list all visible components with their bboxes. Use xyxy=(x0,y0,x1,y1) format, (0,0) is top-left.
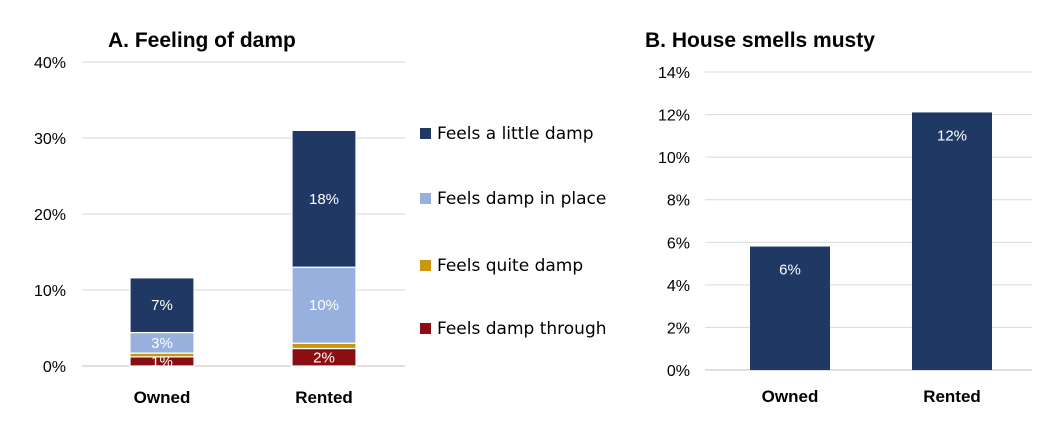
panel-a-legend-swatch-feels-quite-damp xyxy=(420,260,431,271)
panel-b-title: B. House smells musty xyxy=(645,29,875,52)
panel-a-legend-label-feels-damp-through: Feels damp through xyxy=(437,319,607,339)
panel-a-bar-owned-feels-a-little-damp xyxy=(129,277,195,334)
panel-b-x-axis: Owned Rented xyxy=(762,387,981,406)
panel-a-data-label-owned-feels-damp-in-place: 3% xyxy=(151,335,173,352)
panel-a-legend: Feels a little damp Feels damp in place Fe… xyxy=(420,124,607,339)
panel-a-data-label-rented-feels-damp-in-place: 10% xyxy=(309,297,339,314)
panel-b-house-smells-musty: B. House smells musty 0% 2% 4% 6% 8% 10% 12% 14… xyxy=(645,29,1032,406)
panel-a-legend-label-feels-a-little-damp: Feels a little damp xyxy=(437,124,594,144)
panel-b-category-owned: Owned xyxy=(762,387,819,406)
panel-a-data-label-owned-feels-a-little-damp: 7% xyxy=(151,297,173,314)
panel-b-category-rented: Rented xyxy=(923,387,981,406)
panel-b-y-tick-10: 10% xyxy=(658,150,690,167)
panel-b-y-tick-0: 0% xyxy=(667,363,690,380)
panel-a-feeling-of-damp: A. Feeling of damp 0% 10% 20% 30% 40% 1%3% 7%… xyxy=(34,29,607,407)
panel-a-y-tick-10: 10% xyxy=(34,283,66,300)
panel-b-bar-owned xyxy=(750,246,830,370)
panel-b-data-label-rented: 12% xyxy=(937,127,967,144)
panel-a-data-label-rented-feels-damp-through: 2% xyxy=(313,349,335,366)
panel-a-category-rented: Rented xyxy=(295,388,353,407)
panel-a-legend-swatch-feels-damp-through xyxy=(420,323,431,334)
panel-b-data-labels: 6% 12% xyxy=(779,127,967,278)
panel-b-y-tick-6: 6% xyxy=(667,235,690,252)
panel-a-y-axis: 0% 10% 20% 30% 40% xyxy=(34,55,66,376)
panel-a-legend-swatch-feels-damp-in-place xyxy=(420,193,431,204)
panel-a-x-axis: Owned Rented xyxy=(134,388,353,407)
panel-a-y-tick-20: 20% xyxy=(34,207,66,224)
panel-b-data-label-owned: 6% xyxy=(779,262,801,279)
panel-b-bar-rented xyxy=(912,112,992,370)
panel-a-bar-rented-feels-damp-in-place xyxy=(291,266,357,344)
panel-b-y-axis: 0% 2% 4% 6% 8% 10% 12% 14% xyxy=(658,65,690,380)
panel-b-y-tick-12: 12% xyxy=(658,108,690,125)
panel-a-category-owned: Owned xyxy=(134,388,191,407)
panel-a-data-labels: 1%3% 7% 2% 10% 18% xyxy=(151,191,339,371)
panel-b-y-tick-2: 2% xyxy=(667,320,690,337)
panel-a-title: A. Feeling of damp xyxy=(108,29,296,52)
panel-a-bar-rented-feels-quite-damp xyxy=(291,342,357,350)
panel-a-legend-label-feels-quite-damp: Feels quite damp xyxy=(437,256,583,276)
panel-b-y-tick-4: 4% xyxy=(667,278,690,295)
panel-b-bars xyxy=(750,112,992,370)
panel-a-bar-rented-feels-a-little-damp xyxy=(291,129,357,268)
panel-a-y-tick-40: 40% xyxy=(34,55,66,72)
panel-a-bars xyxy=(129,129,357,367)
panel-a-legend-label-feels-damp-in-place: Feels damp in place xyxy=(437,189,606,209)
panel-b-y-tick-8: 8% xyxy=(667,193,690,210)
panel-a-legend-swatch-feels-a-little-damp xyxy=(420,128,431,139)
panel-a-y-tick-0: 0% xyxy=(43,359,66,376)
panel-a-data-label-owned-feels-damp-through: 1% xyxy=(151,353,173,370)
panel-a-data-label-rented-feels-a-little-damp: 18% xyxy=(309,191,339,208)
panel-a-y-tick-30: 30% xyxy=(34,131,66,148)
panel-b-y-tick-14: 14% xyxy=(658,65,690,82)
